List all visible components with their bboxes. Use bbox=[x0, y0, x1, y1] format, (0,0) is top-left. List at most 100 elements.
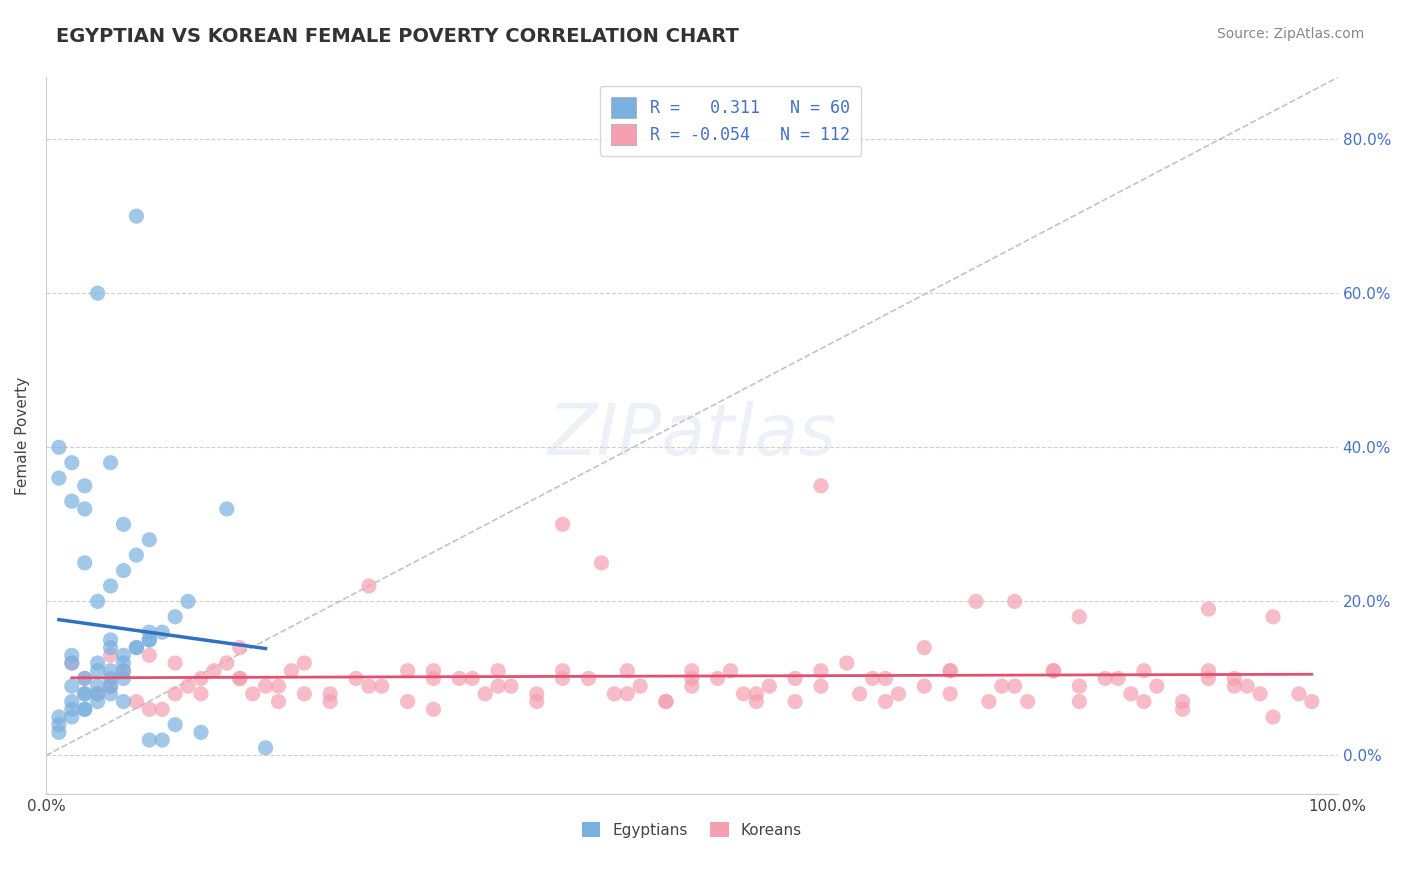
Point bbox=[655, 694, 678, 708]
Y-axis label: Female Poverty: Female Poverty bbox=[15, 376, 30, 495]
Point bbox=[526, 694, 548, 708]
Point bbox=[785, 672, 807, 686]
Point bbox=[603, 687, 626, 701]
Point bbox=[100, 632, 122, 647]
Point bbox=[138, 533, 160, 547]
Point bbox=[1171, 702, 1194, 716]
Point bbox=[1261, 609, 1284, 624]
Point bbox=[48, 471, 70, 485]
Point bbox=[422, 672, 444, 686]
Point bbox=[190, 725, 212, 739]
Point bbox=[1042, 664, 1064, 678]
Point bbox=[486, 664, 509, 678]
Point bbox=[912, 640, 935, 655]
Point bbox=[835, 656, 858, 670]
Point bbox=[125, 640, 148, 655]
Point bbox=[165, 687, 187, 701]
Point bbox=[810, 664, 832, 678]
Point bbox=[526, 687, 548, 701]
Text: Source: ZipAtlas.com: Source: ZipAtlas.com bbox=[1216, 27, 1364, 41]
Point bbox=[422, 702, 444, 716]
Point bbox=[60, 648, 83, 663]
Point bbox=[319, 687, 342, 701]
Point bbox=[100, 456, 122, 470]
Point bbox=[1094, 672, 1116, 686]
Point bbox=[86, 679, 108, 693]
Point bbox=[733, 687, 755, 701]
Point bbox=[745, 687, 768, 701]
Point bbox=[138, 632, 160, 647]
Point bbox=[875, 694, 897, 708]
Point bbox=[1171, 694, 1194, 708]
Point bbox=[1069, 679, 1091, 693]
Point bbox=[60, 456, 83, 470]
Point bbox=[86, 286, 108, 301]
Point bbox=[292, 687, 315, 701]
Point bbox=[1042, 664, 1064, 678]
Point bbox=[706, 672, 728, 686]
Point bbox=[138, 648, 160, 663]
Point bbox=[112, 656, 135, 670]
Point bbox=[86, 594, 108, 608]
Point bbox=[125, 209, 148, 223]
Point bbox=[449, 672, 471, 686]
Point bbox=[112, 564, 135, 578]
Point bbox=[86, 687, 108, 701]
Point bbox=[591, 556, 613, 570]
Point bbox=[551, 517, 574, 532]
Point bbox=[977, 694, 1000, 708]
Text: EGYPTIAN VS KOREAN FEMALE POVERTY CORRELATION CHART: EGYPTIAN VS KOREAN FEMALE POVERTY CORREL… bbox=[56, 27, 740, 45]
Point bbox=[939, 664, 962, 678]
Point bbox=[655, 694, 678, 708]
Point bbox=[396, 664, 419, 678]
Text: ZIPatlas: ZIPatlas bbox=[547, 401, 837, 470]
Point bbox=[112, 664, 135, 678]
Point bbox=[965, 594, 987, 608]
Point bbox=[1069, 609, 1091, 624]
Point bbox=[486, 679, 509, 693]
Point bbox=[551, 664, 574, 678]
Point bbox=[60, 656, 83, 670]
Point bbox=[1146, 679, 1168, 693]
Point bbox=[1133, 694, 1156, 708]
Point bbox=[1249, 687, 1271, 701]
Point bbox=[100, 679, 122, 693]
Point bbox=[125, 694, 148, 708]
Point bbox=[86, 694, 108, 708]
Point bbox=[125, 640, 148, 655]
Point bbox=[73, 479, 96, 493]
Point bbox=[810, 679, 832, 693]
Point bbox=[628, 679, 651, 693]
Point bbox=[785, 694, 807, 708]
Point bbox=[1198, 602, 1220, 616]
Point bbox=[745, 694, 768, 708]
Point bbox=[267, 679, 290, 693]
Point bbox=[138, 625, 160, 640]
Point bbox=[1133, 664, 1156, 678]
Point bbox=[810, 479, 832, 493]
Point bbox=[177, 679, 200, 693]
Point bbox=[422, 664, 444, 678]
Point bbox=[112, 517, 135, 532]
Point bbox=[681, 664, 703, 678]
Point bbox=[215, 502, 238, 516]
Point bbox=[1223, 672, 1246, 686]
Point bbox=[112, 664, 135, 678]
Point bbox=[60, 656, 83, 670]
Point bbox=[177, 594, 200, 608]
Point bbox=[165, 656, 187, 670]
Point bbox=[150, 733, 173, 747]
Point bbox=[862, 672, 884, 686]
Point bbox=[254, 679, 277, 693]
Point bbox=[681, 679, 703, 693]
Point bbox=[1069, 694, 1091, 708]
Point bbox=[150, 702, 173, 716]
Point bbox=[1198, 672, 1220, 686]
Point bbox=[1288, 687, 1310, 701]
Point bbox=[73, 672, 96, 686]
Point bbox=[474, 687, 496, 701]
Point bbox=[86, 664, 108, 678]
Point bbox=[280, 664, 302, 678]
Point bbox=[86, 656, 108, 670]
Point bbox=[215, 656, 238, 670]
